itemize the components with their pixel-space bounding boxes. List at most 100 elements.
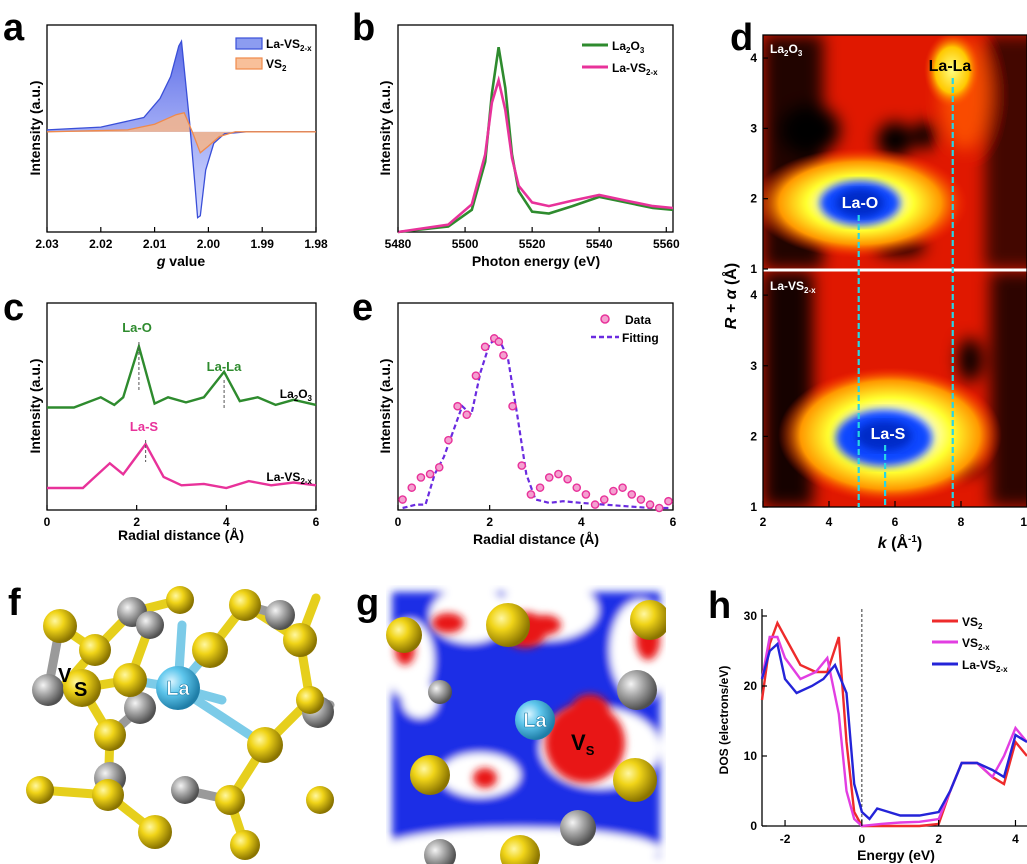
data-point xyxy=(471,371,481,380)
panel-h-xlabel: Energy (eV) xyxy=(857,847,935,863)
panel-label-f: f xyxy=(8,582,21,624)
line-fitting xyxy=(402,336,669,510)
panel-b-legend: La2O3 La-VS2-x xyxy=(582,39,658,77)
heatmap-label-la2o3: La2O3 xyxy=(770,42,803,58)
panel-b-x-tick-label: 5520 xyxy=(519,237,546,251)
panel-b-x-tick-label: 5560 xyxy=(653,237,680,251)
panel-e: 0 2 4 6 Radial distance (Å) Intensity (a.u.… xyxy=(377,302,677,547)
panel-d-marks: 24681011223344 xyxy=(750,51,1027,529)
data-point xyxy=(544,473,554,482)
atom-label-s: S xyxy=(74,679,87,701)
panel-d-ylabel: R + α (Å) xyxy=(721,263,740,329)
panel-e-x-tick-label: 0 xyxy=(395,515,402,529)
legend-label-la-vs2x: La-VS2-x xyxy=(266,37,312,53)
panel-label-e: e xyxy=(352,287,373,329)
series-label-la-vs2x: La-VS2-x xyxy=(266,470,312,486)
line-vs2x xyxy=(760,635,1027,828)
line-vs2 xyxy=(46,112,316,154)
panel-f-structure: V S La xyxy=(26,586,335,860)
panel-d-ytick-label: 4 xyxy=(750,51,757,65)
panel-e-xlabel: Radial distance (Å) xyxy=(473,531,599,547)
panel-d-ytick-label: 2 xyxy=(750,429,757,443)
line-vs2 xyxy=(760,620,1027,828)
data-point xyxy=(517,461,527,470)
panel-h-xtick-label: -2 xyxy=(780,832,791,846)
peak-label-la-la: La-La xyxy=(929,58,972,75)
peak-label-la-o: La-O xyxy=(842,195,878,212)
heatmap-label-la-vs2x: La-VS2-x xyxy=(770,279,816,295)
data-point xyxy=(599,495,609,504)
panel-d-ytick-label: 2 xyxy=(750,192,757,206)
panel-h-ytick-label: 0 xyxy=(750,819,757,833)
data-point xyxy=(444,435,453,445)
legend-swatch-la-vs2x xyxy=(235,37,263,50)
panel-a-x-tick-label: 2.02 xyxy=(89,237,113,251)
line-la2o3 xyxy=(47,342,317,409)
panel-c-plot xyxy=(47,342,317,490)
panel-label-a: a xyxy=(3,7,25,49)
line-la-vs2x xyxy=(397,75,674,234)
line-la-vs2x xyxy=(46,39,316,219)
legend-label-fitting: Fitting xyxy=(622,331,659,345)
panel-c-xlabel: Radial distance (Å) xyxy=(118,527,244,543)
legend-label-data: Data xyxy=(625,313,651,327)
panel-label-g: g xyxy=(356,582,379,624)
panel-c-x-tick-label: 6 xyxy=(313,515,320,529)
data-point xyxy=(398,495,407,504)
vacancy-label: VS xyxy=(571,730,595,758)
panel-label-d: d xyxy=(730,17,753,59)
panel-a-x-tick-label: 1.98 xyxy=(304,237,328,251)
data-point xyxy=(453,401,462,411)
data-point xyxy=(609,486,618,496)
panel-d-ytick-label: 4 xyxy=(750,288,757,302)
legend-label-vs2: VS2 xyxy=(266,57,287,73)
panel-d: 24681011223344 La2O3 La-VS2-x La-O La-La… xyxy=(721,34,1027,552)
panel-e-x-tick-label: 2 xyxy=(486,515,493,529)
atom-label-la-f: La xyxy=(166,678,190,700)
panel-h-ticks: -2 0 2 4 0 10 20 30 xyxy=(744,609,1019,846)
panel-label-b: b xyxy=(352,7,375,49)
data-point xyxy=(462,410,472,419)
panel-a: 2.03 2.02 2.01 2.00 1.99 1.98 g value Intensi… xyxy=(27,24,328,269)
line-la-vs2x xyxy=(47,441,317,490)
panel-a-x-tick-label: 1.99 xyxy=(251,237,275,251)
series-label-la2o3: La2O3 xyxy=(280,387,313,403)
panel-a-xticks: 2.03 2.02 2.01 2.00 1.99 1.98 xyxy=(35,227,328,251)
legend-label-b-la-vs2x: La-VS2-x xyxy=(612,61,658,77)
panel-c: 0 2 4 6 Radial distance (Å) Intensity (a.u.… xyxy=(27,302,320,543)
panel-d-xtick-label: 2 xyxy=(760,515,767,529)
panel-e-legend: Data Fitting xyxy=(591,313,659,345)
panel-b-x-tick-label: 5540 xyxy=(586,237,613,251)
panel-c-ylabel: Intensity (a.u.) xyxy=(27,359,43,454)
panel-h: -2 0 2 4 0 10 20 30 Energy (eV) DOS (electrons/… xyxy=(717,609,1027,863)
panel-d-ytick-label: 3 xyxy=(750,359,757,373)
legend-label-h-la-vs2x: La-VS2-x xyxy=(962,658,1008,674)
legend-label-la2o3: La2O3 xyxy=(612,39,645,55)
panel-a-xlabel: g value xyxy=(156,253,205,269)
panel-b: 5480 5500 5520 5540 5560 Photon energy (eV) … xyxy=(377,24,680,269)
panel-h-ytick-label: 10 xyxy=(744,749,758,763)
panel-b-xticks: 5480 5500 5520 5540 5560 xyxy=(385,227,680,251)
panel-a-x-tick-label: 2.01 xyxy=(143,237,167,251)
data-point xyxy=(636,495,646,504)
atom-label-v: V xyxy=(58,665,72,687)
data-point xyxy=(508,401,517,411)
panel-e-ylabel: Intensity (a.u.) xyxy=(377,359,393,454)
panel-h-ylabel: DOS (electrons/eV) xyxy=(717,666,731,775)
panel-e-xticks: 0 2 4 6 xyxy=(395,505,677,529)
panel-h-legend: VS2 VS2-x La-VS2-x xyxy=(932,615,1008,674)
panel-d-xtick-label: 8 xyxy=(958,515,965,529)
panel-a-x-tick-label: 2.03 xyxy=(35,237,59,251)
data-point xyxy=(664,496,673,506)
annotation-la-o: La-O xyxy=(122,320,152,335)
data-point xyxy=(407,483,417,492)
panel-d-xlabel: k (Å-1) xyxy=(878,533,922,552)
area-vs2 xyxy=(47,112,316,153)
annotation-la-la: La-La xyxy=(207,359,242,374)
heatmap-la2o3 xyxy=(763,35,1027,269)
atom-label-la-g: La xyxy=(523,710,547,732)
data-point xyxy=(581,490,591,499)
data-point xyxy=(526,490,536,499)
panel-a-xlabel-symbol: g xyxy=(156,253,166,269)
annotation-la-s: La-S xyxy=(130,419,159,434)
